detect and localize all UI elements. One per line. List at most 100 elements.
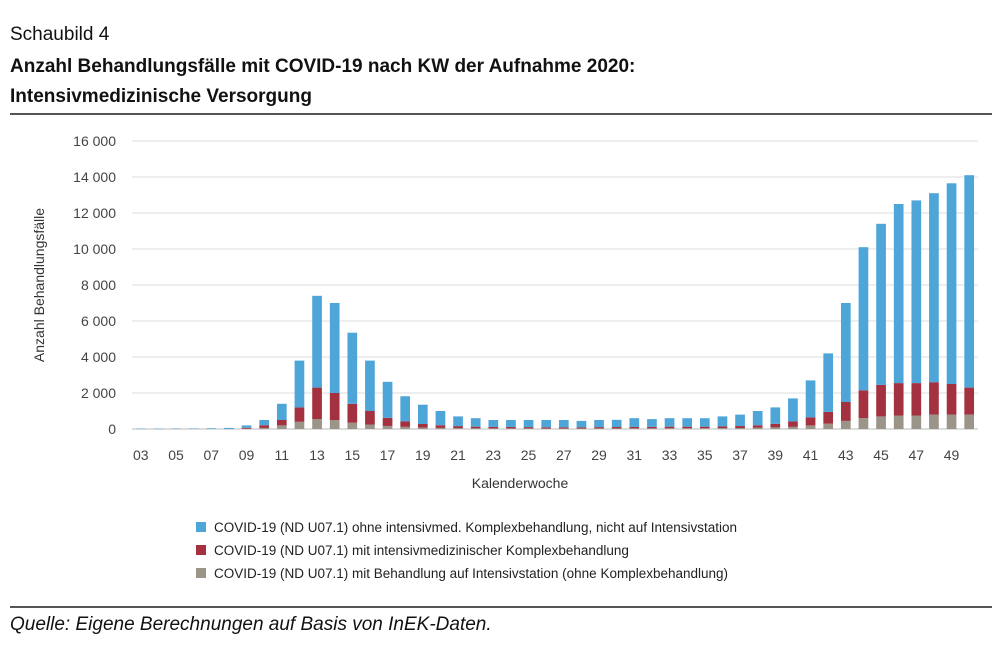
bar-segment — [964, 414, 975, 429]
bar-segment — [823, 353, 834, 412]
bar-segment — [876, 223, 886, 385]
bar-segment — [541, 420, 552, 428]
x-tick-label: 27 — [556, 447, 572, 463]
bar-segment — [893, 383, 904, 416]
bar-segment — [347, 332, 358, 404]
bar-segment — [470, 426, 481, 429]
bar-segment — [611, 419, 622, 428]
bar-segment — [647, 426, 657, 429]
x-tick-label: 37 — [732, 447, 748, 463]
legend-swatch — [196, 568, 206, 578]
bar-segment — [488, 426, 499, 429]
bar-segment — [294, 360, 305, 408]
bar-segment — [382, 417, 393, 426]
bar-segment — [523, 420, 534, 428]
bar-segment — [576, 427, 587, 429]
y-tick-label: 8 000 — [81, 277, 116, 293]
x-tick-label: 47 — [909, 447, 925, 463]
x-axis-ticks: 03 05 07 09 11 13 15 17 19 21 23 25 27 29 31 33 35 37 39 41… — [133, 447, 960, 463]
bar-segment — [206, 428, 217, 429]
bar-segment — [541, 427, 552, 429]
bar-segment — [682, 426, 693, 429]
x-tick-label: 07 — [204, 447, 220, 463]
bar-segment — [382, 425, 393, 429]
legend-swatch — [196, 545, 206, 555]
bar-segment — [488, 428, 499, 429]
x-tick-label: 21 — [450, 447, 466, 463]
legend: COVID-19 (ND U07.1) ohne intensivmed. Ko… — [196, 520, 737, 581]
x-tick-label: 49 — [944, 447, 960, 463]
legend-label: COVID-19 (ND U07.1) mit Behandlung auf I… — [214, 566, 728, 581]
bar-segment — [770, 427, 781, 429]
bar-segment — [752, 427, 763, 429]
bar-segment — [699, 426, 710, 429]
bar-segment — [435, 427, 446, 429]
bar-segment — [365, 411, 375, 425]
bar-segment — [858, 247, 869, 391]
x-tick-label: 15 — [345, 447, 361, 463]
stacked-bar-chart: 0 2 000 4 000 6 000 8 000 10 000 12 000 14 000 1… — [31, 133, 978, 581]
bar-segment — [752, 411, 763, 426]
x-tick-label: 45 — [873, 447, 889, 463]
bar-segment — [576, 420, 587, 428]
bar-segment — [911, 200, 922, 384]
bar-segment — [329, 393, 340, 420]
bar-segment — [946, 414, 957, 429]
bar-segment — [876, 384, 886, 417]
bar-segment — [805, 417, 816, 426]
bar-segment — [453, 416, 463, 427]
bar-segment — [893, 204, 904, 384]
bar-segment — [858, 390, 869, 419]
bar-segment — [558, 427, 569, 429]
bar-segment — [312, 295, 322, 388]
bar-segment — [840, 303, 851, 402]
bar-segment — [435, 425, 446, 428]
bar-segment — [417, 404, 428, 424]
bar-segment — [858, 418, 869, 429]
x-tick-label: 17 — [380, 447, 396, 463]
bar-segment — [752, 425, 763, 428]
y-tick-label: 2 000 — [81, 385, 116, 401]
bar-segment — [171, 428, 181, 430]
bar-segment — [241, 427, 252, 429]
bar-segment — [347, 403, 358, 423]
x-tick-label: 19 — [415, 447, 431, 463]
x-tick-label: 35 — [697, 447, 713, 463]
bar-segment — [276, 420, 287, 426]
bar-segment — [876, 416, 886, 429]
legend-label: COVID-19 (ND U07.1) mit intensivmedizini… — [214, 543, 629, 558]
x-axis-label: Kalenderwoche — [472, 475, 569, 491]
bar-segment — [365, 360, 375, 411]
bar-segment — [717, 426, 728, 429]
y-tick-label: 14 000 — [73, 169, 116, 185]
bar-series — [135, 175, 975, 430]
bar-segment — [770, 423, 781, 428]
bar-segment — [594, 420, 604, 428]
bar-segment — [682, 428, 693, 429]
bar-segment — [506, 420, 516, 427]
y-tick-label: 12 000 — [73, 205, 116, 221]
bar-segment — [506, 426, 516, 429]
bar-segment — [699, 428, 710, 429]
bar-segment — [717, 416, 728, 427]
x-tick-label: 13 — [309, 447, 325, 463]
bar-segment — [558, 420, 569, 428]
x-tick-label: 25 — [521, 447, 537, 463]
bar-segment — [382, 381, 393, 418]
x-tick-label: 29 — [591, 447, 607, 463]
bar-segment — [294, 407, 305, 422]
bar-segment — [435, 411, 446, 426]
gridlines — [132, 140, 978, 430]
y-tick-label: 0 — [108, 421, 116, 437]
bar-segment — [594, 427, 604, 429]
bar-segment — [629, 418, 640, 427]
bar-segment — [541, 428, 552, 429]
bar-segment — [788, 421, 798, 427]
bar-segment — [188, 428, 199, 429]
bar-segment — [823, 423, 834, 429]
x-tick-label: 05 — [168, 447, 184, 463]
bar-segment — [770, 407, 781, 424]
title-divider — [10, 113, 992, 115]
x-tick-label: 41 — [803, 447, 819, 463]
bar-segment — [682, 418, 693, 427]
